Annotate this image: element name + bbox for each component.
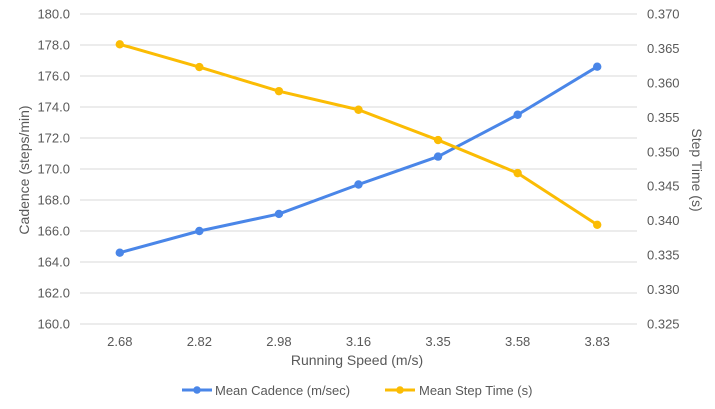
y2-tick-label-6: 0.355 <box>647 110 680 125</box>
y-tick-label-3: 166.0 <box>37 224 70 239</box>
y-tick-label-7: 174.0 <box>37 100 70 115</box>
series-cadence <box>115 62 602 257</box>
y-axis-title: Cadence (steps/min) <box>16 105 32 234</box>
data-point-step-time-3-35[interactable] <box>433 135 443 145</box>
x-tick-label-2: 2.98 <box>266 334 291 349</box>
y-tick-label-10: 180.0 <box>37 7 70 22</box>
right-y-axis: 0.325 0.330 0.335 0.340 0.345 0.350 0.355 0.360… <box>647 7 680 332</box>
x-tick-label-4: 3.35 <box>425 334 450 349</box>
data-point-step-time-2-82[interactable] <box>195 62 204 72</box>
series-line-step-time <box>118 42 599 227</box>
data-point-cadence-2-98[interactable] <box>274 209 284 219</box>
data-point-cadence-3-58[interactable] <box>513 110 522 119</box>
series-layer <box>115 40 602 257</box>
x-tick-label-3: 3.16 <box>346 334 371 349</box>
x-axis: 2.68 2.82 2.98 3.16 3.35 3.58 3.83 <box>107 334 610 349</box>
legend-label-step-time: Mean Step Time (s) <box>419 383 532 398</box>
data-point-cadence-2-82[interactable] <box>195 226 204 236</box>
y2-tick-label-2: 0.335 <box>647 248 680 263</box>
data-point-step-time-3-58[interactable] <box>513 168 522 178</box>
left-y-axis: 160.0 162.0 164.0 166.0 168.0 170.0 172.0 174.0… <box>37 7 70 332</box>
data-point-step-time-2-98[interactable] <box>274 86 284 96</box>
series-line-cadence <box>118 65 599 255</box>
y-tick-label-0: 160.0 <box>37 317 70 332</box>
x-axis-title: Running Speed (m/s) <box>291 352 423 368</box>
data-point-step-time-3-83[interactable] <box>593 220 602 229</box>
y2-tick-label-0: 0.325 <box>647 317 680 332</box>
x-tick-label-5: 3.58 <box>505 334 530 349</box>
x-tick-label-6: 3.83 <box>585 334 610 349</box>
x-tick-label-0: 2.68 <box>107 334 132 349</box>
y-tick-label-6: 172.0 <box>37 131 70 146</box>
y2-tick-label-4: 0.345 <box>647 179 680 194</box>
y2-tick-label-8: 0.365 <box>647 41 680 56</box>
y2-tick-label-1: 0.330 <box>647 282 680 297</box>
legend-marker-cadence <box>193 386 201 394</box>
y-tick-label-4: 168.0 <box>37 193 70 208</box>
y-tick-label-2: 164.0 <box>37 255 70 270</box>
gridlines <box>80 13 637 325</box>
y2-tick-label-7: 0.360 <box>647 75 680 90</box>
data-point-step-time-3-16[interactable] <box>354 105 363 114</box>
data-point-cadence-3-83[interactable] <box>593 62 602 71</box>
data-point-cadence-3-16[interactable] <box>354 180 363 189</box>
data-point-cadence-3-35[interactable] <box>433 152 443 161</box>
legend-marker-step-time <box>396 386 404 394</box>
data-point-step-time-2-68[interactable] <box>115 40 124 49</box>
y-tick-label-5: 170.0 <box>37 162 70 177</box>
y2-tick-label-5: 0.350 <box>647 144 680 159</box>
legend-item-step-time[interactable]: Mean Step Time (s) <box>385 383 532 398</box>
series-step-time <box>115 40 602 229</box>
y-tick-label-1: 162.0 <box>37 286 70 301</box>
y-tick-label-8: 176.0 <box>37 69 70 84</box>
y2-tick-label-3: 0.340 <box>647 213 680 228</box>
y2-axis-title: Step Time (s) <box>689 128 705 211</box>
legend-label-cadence: Mean Cadence (m/sec) <box>215 383 350 398</box>
y2-tick-label-9: 0.370 <box>647 7 680 22</box>
x-tick-label-1: 2.82 <box>187 334 212 349</box>
data-point-cadence-2-68[interactable] <box>115 248 124 257</box>
y-tick-label-9: 178.0 <box>37 38 70 53</box>
legend-item-cadence[interactable]: Mean Cadence (m/sec) <box>182 383 350 398</box>
legend: Mean Cadence (m/sec) Mean Step Time (s) <box>182 383 532 398</box>
